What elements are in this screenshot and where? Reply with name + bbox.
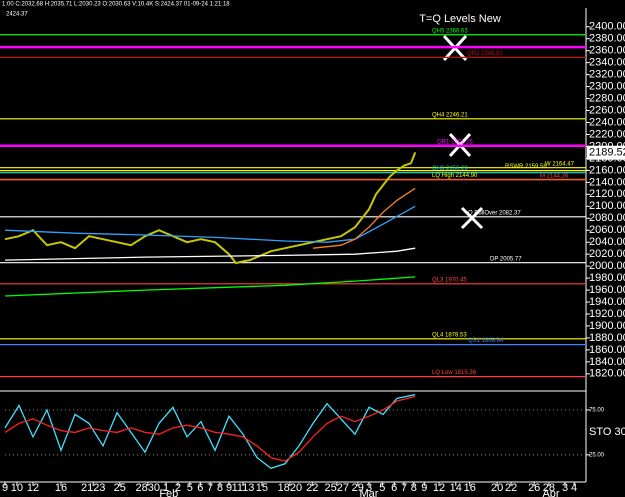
y-tick-label: 2060.00 (589, 224, 625, 236)
chart-title: T=Q Levels New (419, 13, 501, 25)
y-tick-label: 2140.00 (589, 176, 625, 188)
last-price-label: 2189.52 (589, 147, 625, 159)
series-line (4, 247, 416, 261)
series-line (4, 205, 416, 243)
x-tick-label: 29 (352, 482, 364, 494)
y-tick-label: 2220.00 (589, 128, 625, 140)
x-tick-label: 10 (11, 482, 23, 494)
x-tick-label: 5 (187, 482, 193, 494)
level-label: DP 2005.77 (490, 256, 522, 262)
level-label: QH5 2386.63 (432, 28, 468, 34)
y-tick-label: 1900.00 (589, 320, 625, 332)
level-label: QS1 1868.84 (468, 338, 504, 344)
y-tick-label: 2120.00 (589, 188, 625, 200)
x-tick-label: 12 (433, 482, 445, 494)
month-label: Mar (360, 488, 379, 497)
series-line (4, 276, 416, 297)
y-tick-label: 2300.00 (589, 81, 625, 93)
x-tick-label: 1820 (278, 482, 302, 494)
y-tick-label: 1960.00 (589, 284, 625, 296)
header-info: 1:00 C:2032.68 H:2035.71 L:2030.23 O:203… (2, 2, 230, 8)
x-tick-label: 16 (55, 482, 67, 494)
series-line (4, 152, 417, 265)
header-sub: 2424.37 (6, 12, 28, 18)
y-tick-label: 1880.00 (589, 332, 625, 344)
series-line (4, 394, 416, 470)
y-tick-label: 1820.00 (589, 368, 625, 380)
y-tick-label: 1860.00 (589, 344, 625, 356)
y-tick-label: 2380.00 (589, 33, 625, 45)
x-tick-label: 9 (421, 482, 427, 494)
x-tick-label: 7 (401, 482, 407, 494)
x-tick-label: 8 (217, 482, 223, 494)
x-tick-label: 16 (464, 482, 476, 494)
y-tick-label: 1980.00 (589, 272, 625, 284)
x-tick-label: 7 (207, 482, 213, 494)
x-mark (460, 206, 484, 230)
x-tick-label: 2 (175, 482, 181, 494)
x-tick-label: 3 (562, 482, 568, 494)
y-tick-label: 2160.00 (589, 164, 625, 176)
level-label: M 2144.36 (540, 173, 569, 179)
level-label: QH4 2246.21 (432, 112, 468, 118)
level-label: LQ Low 1815.36 (432, 370, 477, 376)
y-tick-label: 2360.00 (589, 45, 625, 57)
x-tick-label: 22 (505, 482, 517, 494)
y-tick-label: 2000.00 (589, 260, 625, 272)
x-tick-label: 15 (256, 482, 268, 494)
y-tick-label: 2100.00 (589, 200, 625, 212)
y-tick-label: 2080.00 (589, 212, 625, 224)
y-tick-label: 2260.00 (589, 104, 625, 116)
x-tick-label: 2830 (136, 482, 160, 494)
x-tick-label: 1113 (232, 482, 255, 494)
x-tick-label: 1 (163, 482, 169, 494)
level-label: QR1 2201.25 (437, 139, 473, 145)
y-tick-label: 2340.00 (589, 57, 625, 69)
level-label: QL3 1970.45 (432, 277, 467, 283)
series-line (312, 187, 416, 249)
y-tick-label: 1840.00 (589, 356, 625, 368)
x-tick-label: 8 (411, 482, 417, 494)
x-tick-label: 12 (27, 482, 39, 494)
month-label: Feb (159, 488, 178, 497)
indicator-label: STO 30, (589, 426, 625, 438)
x-tick-label: 26 (528, 482, 540, 494)
x-tick-label: 3 (366, 482, 372, 494)
y-tick-label: 75.00 (589, 408, 605, 414)
x-tick-label: 20 (491, 482, 503, 494)
level-label: Q PullOver 2082.37 (468, 210, 521, 216)
y-tick-label: 1920.00 (589, 308, 625, 320)
x-tick-label: 6 (391, 482, 397, 494)
y-tick-label: 2320.00 (589, 69, 625, 81)
series-line (4, 395, 416, 462)
x-tick-label: 2123 (81, 482, 105, 494)
x-tick-label: 14 (450, 482, 462, 494)
x-tick-label: 22 (306, 482, 318, 494)
level-label: QH3 2156.29 (432, 166, 468, 172)
y-tick-label: 25.00 (589, 452, 605, 458)
level-label: QL4 1878.53 (432, 332, 467, 338)
y-tick-label: 2040.00 (589, 236, 625, 248)
y-tick-label: 2280.00 (589, 92, 625, 104)
x-tick-label: 25 (114, 482, 126, 494)
x-tick-label: 9 (2, 482, 8, 494)
y-tick-label: 2020.00 (589, 248, 625, 260)
level-label: RSWR 2159.58 (505, 164, 547, 170)
x-tick-label: 2527 (325, 482, 349, 494)
y-tick-label: 2400.00 (589, 21, 625, 33)
x-tick-label: 4 (571, 482, 577, 494)
month-label: Apr (542, 488, 559, 497)
x-tick-label: 9 (226, 482, 232, 494)
last-price-box (587, 145, 625, 160)
y-tick-label: 1940.00 (589, 296, 625, 308)
level-label: W 2164.47 (545, 161, 575, 167)
level-label: LQ High 2144.90 (432, 173, 478, 179)
level-label: QR2 2348.83 (467, 51, 503, 57)
x-tick-label: 6 (197, 482, 203, 494)
x-tick-label: 28 (543, 482, 555, 494)
y-tick-label: 2240.00 (589, 116, 625, 128)
x-tick-label: 5 (379, 482, 385, 494)
